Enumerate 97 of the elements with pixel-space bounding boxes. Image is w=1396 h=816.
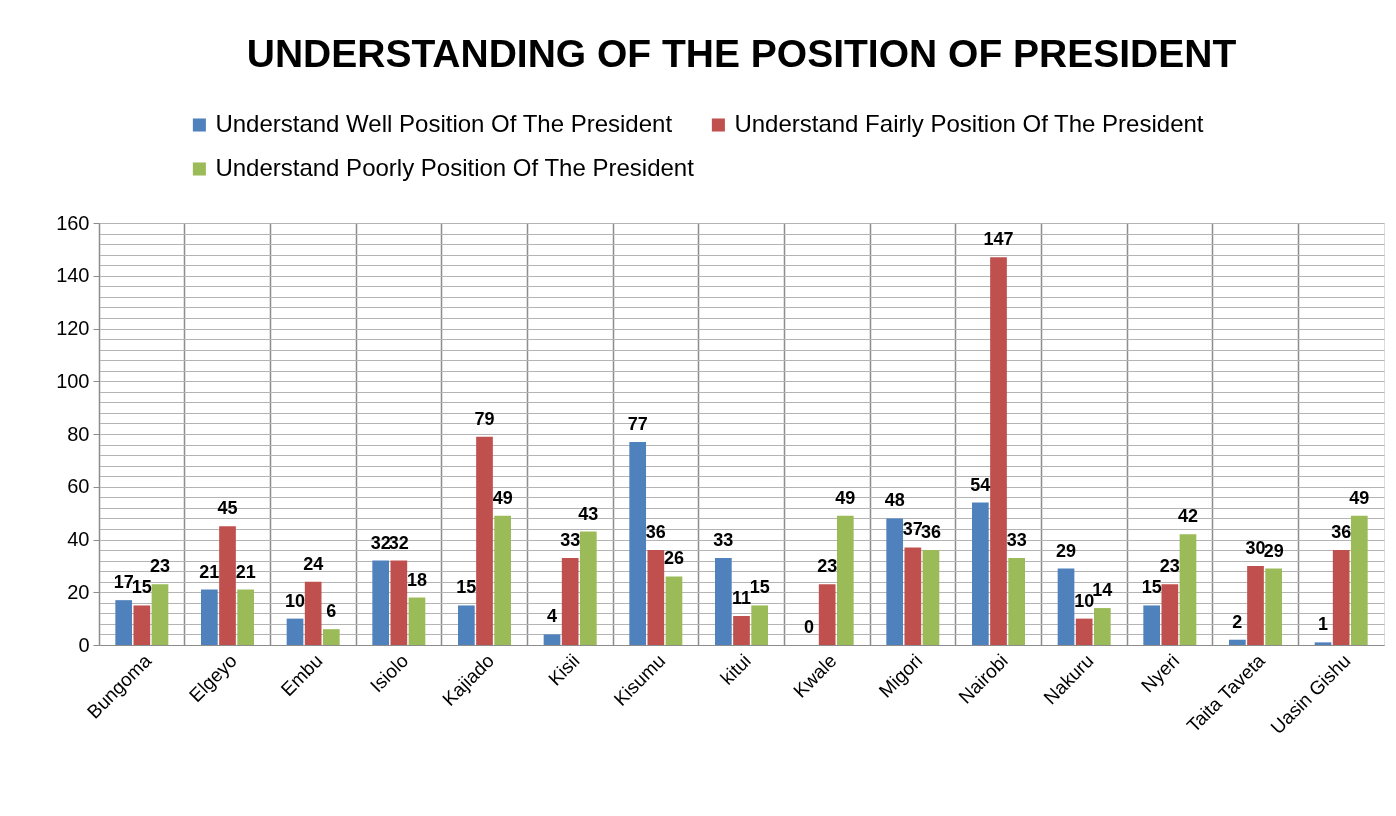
bar <box>665 576 683 645</box>
data-label: 4 <box>547 606 558 627</box>
x-tick-label: kitui <box>716 650 755 689</box>
data-label: 29 <box>1263 540 1284 561</box>
bar <box>476 436 493 645</box>
bar <box>1179 534 1197 645</box>
bar <box>733 615 750 645</box>
bar <box>543 634 561 645</box>
chart-title: UNDERSTANDING OF THE POSITION OF PRESIDENT <box>246 32 1237 75</box>
bar <box>715 557 732 645</box>
bar <box>629 441 647 645</box>
data-label: 10 <box>285 590 306 611</box>
data-label: 49 <box>1349 487 1370 508</box>
data-label: 77 <box>627 413 648 434</box>
bar <box>922 550 940 645</box>
data-label: 43 <box>578 503 599 524</box>
bar <box>494 515 511 645</box>
data-label: 23 <box>1159 556 1180 577</box>
y-tick-label: 0 <box>78 633 90 656</box>
bar <box>904 547 922 645</box>
bar <box>647 550 665 645</box>
data-label: 36 <box>645 522 666 543</box>
bar <box>219 526 236 645</box>
bar <box>886 518 904 645</box>
data-label: 11 <box>731 587 752 608</box>
bar <box>1093 608 1111 645</box>
bar <box>1057 568 1075 645</box>
data-label: 26 <box>663 548 684 569</box>
data-label: 0 <box>804 617 815 637</box>
bar <box>1075 618 1093 645</box>
data-label: 2 <box>1232 611 1243 632</box>
data-label: 15 <box>1141 577 1162 598</box>
data-label: 36 <box>1331 522 1352 543</box>
y-tick-label: 120 <box>56 317 90 339</box>
data-label: 79 <box>474 408 495 429</box>
legend-label: Understand Poorly Position Of The President <box>215 154 695 181</box>
data-label: 15 <box>749 577 770 598</box>
bar <box>1247 565 1264 645</box>
bar <box>751 605 768 645</box>
bar <box>972 502 989 645</box>
bar <box>1332 550 1350 645</box>
data-label: 147 <box>983 229 1014 250</box>
data-label: 15 <box>456 577 477 598</box>
bar <box>818 584 836 645</box>
bar <box>390 560 408 645</box>
data-label: 21 <box>235 561 256 582</box>
data-label: 23 <box>817 556 838 577</box>
bar <box>1314 642 1332 645</box>
data-label: 33 <box>713 529 734 550</box>
legend-label: Understand Well Position Of The President <box>215 110 673 137</box>
data-label: 48 <box>884 490 905 511</box>
bar <box>201 589 218 645</box>
data-label: 17 <box>113 572 134 593</box>
data-label: 6 <box>326 601 337 622</box>
y-tick-label: 20 <box>67 580 90 603</box>
bar <box>286 618 304 645</box>
y-tick-label: 40 <box>67 528 90 550</box>
bar <box>115 600 133 645</box>
data-label: 42 <box>1177 506 1198 527</box>
data-label: 29 <box>1056 540 1077 561</box>
bar <box>1229 639 1246 645</box>
bar <box>322 629 340 645</box>
bar <box>1143 605 1161 645</box>
data-label: 18 <box>406 569 427 590</box>
bar <box>408 597 426 645</box>
y-tick-label: 100 <box>56 369 90 392</box>
y-tick-label: 160 <box>56 211 90 234</box>
data-label: 49 <box>835 487 856 508</box>
data-label: 24 <box>303 553 324 574</box>
data-label: 1 <box>1318 614 1329 635</box>
bar <box>1161 584 1179 645</box>
data-label: 32 <box>388 532 409 553</box>
data-label: 49 <box>492 487 513 508</box>
data-label: 33 <box>1006 529 1027 550</box>
y-tick-label: 140 <box>56 264 90 287</box>
bar <box>1350 515 1368 645</box>
bar <box>1008 557 1025 645</box>
data-label: 10 <box>1074 590 1095 611</box>
data-label: 23 <box>149 556 170 577</box>
bar <box>133 605 151 645</box>
bar <box>151 584 169 645</box>
data-label: 32 <box>370 532 391 553</box>
data-label: 45 <box>217 498 238 519</box>
y-tick-label: 60 <box>67 475 90 498</box>
bar <box>990 257 1007 645</box>
bar <box>458 605 475 645</box>
bar <box>304 581 322 645</box>
data-label: 21 <box>199 561 220 582</box>
legend-label: Understand Fairly Position Of The President <box>734 110 1204 137</box>
bar <box>372 560 390 645</box>
bar <box>561 557 579 645</box>
data-label: 33 <box>560 529 581 550</box>
bar <box>579 531 597 645</box>
bar <box>1265 568 1282 645</box>
bar <box>836 515 854 645</box>
y-tick-label: 80 <box>67 422 90 445</box>
bar <box>237 589 254 645</box>
